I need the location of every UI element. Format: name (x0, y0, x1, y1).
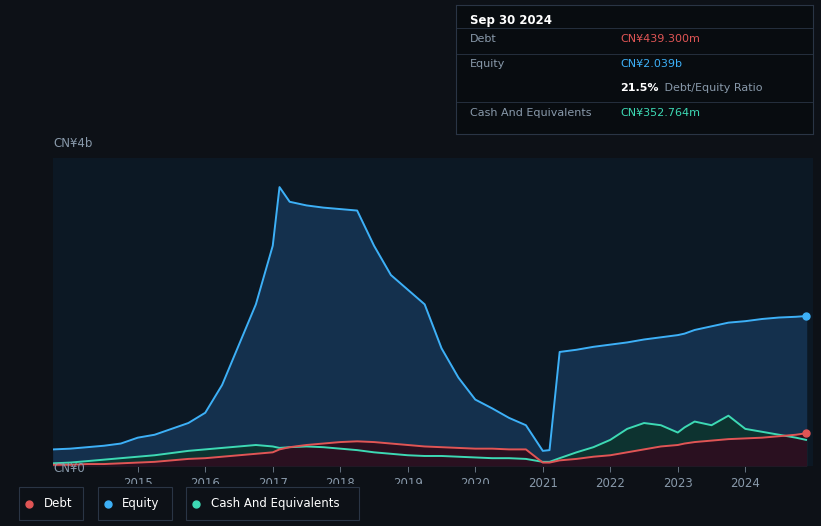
Text: Equity: Equity (122, 497, 160, 510)
FancyBboxPatch shape (98, 487, 172, 520)
Text: Sep 30 2024: Sep 30 2024 (470, 14, 552, 27)
FancyBboxPatch shape (186, 487, 359, 520)
Text: Equity: Equity (470, 59, 505, 69)
Text: CN¥4b: CN¥4b (53, 137, 93, 150)
Text: Cash And Equivalents: Cash And Equivalents (211, 497, 340, 510)
Text: CN¥352.764m: CN¥352.764m (620, 108, 700, 118)
Text: Debt: Debt (44, 497, 72, 510)
Text: CN¥2.039b: CN¥2.039b (620, 59, 682, 69)
Text: CN¥0: CN¥0 (53, 462, 85, 475)
Text: CN¥439.300m: CN¥439.300m (620, 34, 699, 44)
FancyBboxPatch shape (19, 487, 83, 520)
Text: Debt/Equity Ratio: Debt/Equity Ratio (661, 83, 763, 93)
Text: 21.5%: 21.5% (620, 83, 658, 93)
Text: Cash And Equivalents: Cash And Equivalents (470, 108, 591, 118)
Text: Debt: Debt (470, 34, 497, 44)
